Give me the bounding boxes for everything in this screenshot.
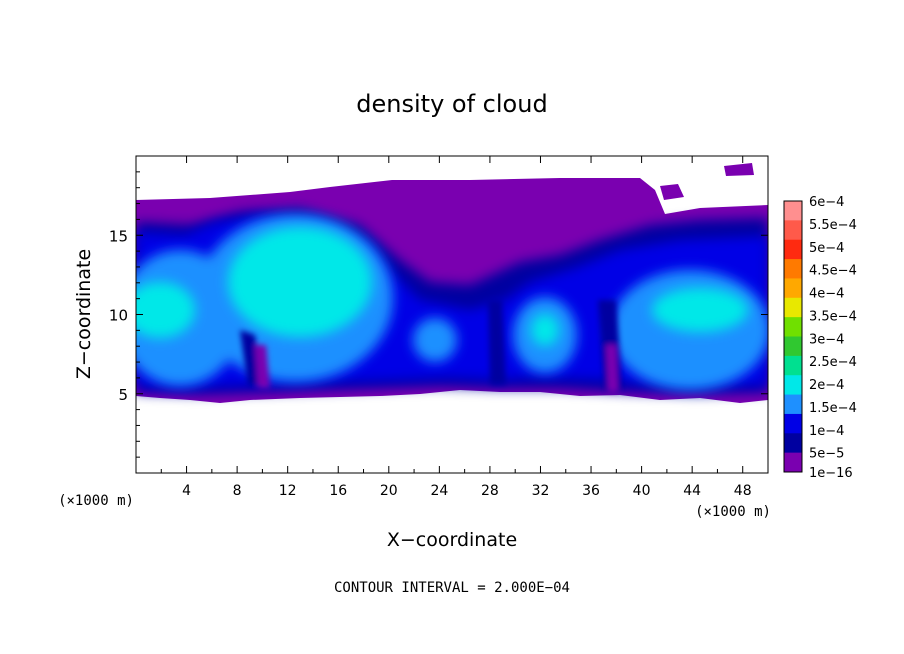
x-tick-label: 20 (380, 483, 398, 499)
streak-left (240, 330, 262, 386)
cloud-top-patch (724, 163, 754, 176)
x-tick-label: 24 (430, 483, 448, 499)
x-axis: 4 8 12 16 20 24 28 32 36 40 44 48 (160, 156, 752, 499)
x-tick-label: 16 (329, 483, 347, 499)
y-tick-label: 5 (118, 386, 128, 404)
level-2e-4-center (228, 227, 372, 337)
colorbar-swatch (784, 220, 802, 241)
colorbar-frame (783, 200, 803, 473)
streak-purple-2 (606, 345, 618, 392)
colorbar: 6e−4 5.5e−4 5e−4 4.5e−4 4e−4 3.5e−4 3e−4 2.5e−4… (783, 195, 857, 481)
colorbar-swatch (784, 259, 802, 279)
colorbar-swatch (784, 336, 802, 357)
x-tick-label: 44 (683, 483, 701, 499)
x-axis-label: X−coordinate (387, 529, 517, 551)
colorbar-label: 5e−5 (809, 447, 844, 462)
x-tick-label: 40 (633, 483, 651, 499)
streak-purple-1 (255, 345, 270, 388)
z-unit-label: (×1000 m) (58, 493, 134, 509)
colorbar-swatch (784, 239, 802, 260)
x-tick-label: 36 (582, 483, 600, 499)
level-2e-4-right (652, 288, 748, 332)
colorbar-label: 3e−4 (809, 332, 844, 347)
x-tick-label: 28 (481, 483, 499, 499)
colorbar-label: 2.5e−4 (809, 355, 857, 370)
colorbar-swatch (784, 452, 802, 473)
x-tick-label: 8 (233, 483, 242, 499)
colorbar-swatch (784, 201, 802, 221)
colorbar-swatch (784, 394, 802, 415)
x-tick-label: 12 (279, 483, 297, 499)
colorbar-label: 2e−4 (809, 378, 844, 393)
colorbar-label: 1e−16 (809, 466, 853, 481)
colorbar-label: 3.5e−4 (809, 309, 857, 324)
colorbar-label: 5e−4 (809, 241, 844, 256)
contour-interval-note: CONTOUR INTERVAL = 2.000E−04 (334, 580, 570, 596)
colorbar-label: 5.5e−4 (809, 218, 857, 233)
colorbar-swatch (784, 433, 802, 454)
x-tick-label: 32 (532, 483, 550, 499)
colorbar-label: 1e−4 (809, 424, 844, 439)
colorbar-swatch (784, 278, 802, 299)
colorbar-swatch (784, 355, 802, 376)
cloud-top-patch-2 (660, 184, 684, 200)
x-tick-label: 48 (734, 483, 752, 499)
colorbar-label: 1.5e−4 (809, 401, 857, 416)
y-tick-label: 10 (109, 307, 128, 325)
y-axis-label: Z−coordinate (73, 249, 95, 379)
colorbar-label: 6e−4 (809, 195, 844, 210)
chart-title: density of cloud (356, 90, 547, 118)
colorbar-label: 4.5e−4 (809, 264, 857, 279)
colorbar-swatch (784, 375, 802, 396)
y-axis: 5 10 15 (109, 171, 768, 458)
x-tick-label: 4 (182, 483, 191, 499)
colorbar-swatch (784, 317, 802, 337)
colorbar-swatch (784, 413, 802, 434)
level-1.5e-4-swirl (413, 318, 457, 362)
streak-center (488, 300, 506, 385)
x-unit-label: (×1000 m) (695, 504, 771, 520)
colorbar-label: 4e−4 (809, 287, 844, 302)
level-2e-4-mid (531, 314, 559, 346)
level-2e-4-left (136, 282, 195, 338)
density-field (136, 163, 768, 403)
colorbar-swatch (784, 297, 802, 318)
y-tick-label: 15 (109, 227, 128, 245)
